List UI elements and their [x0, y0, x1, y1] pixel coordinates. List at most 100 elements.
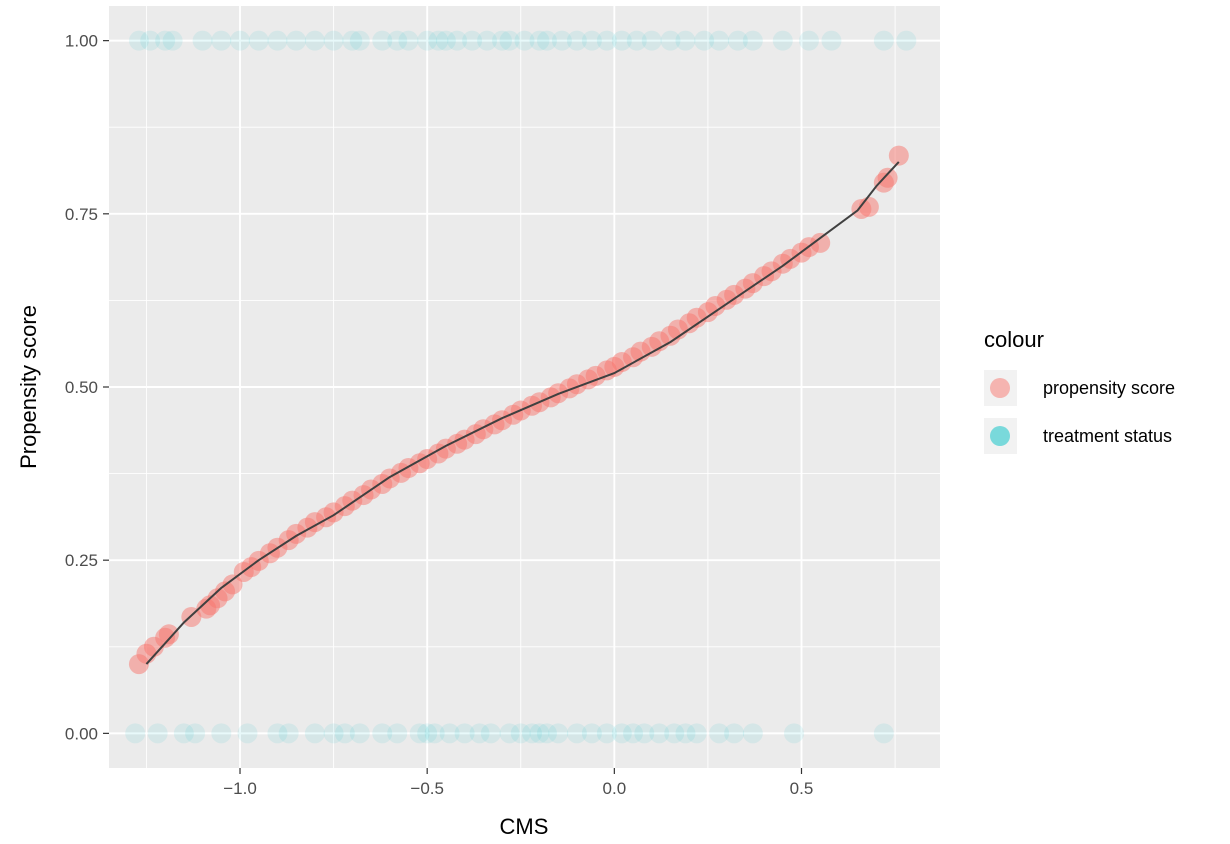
propensity-score-point [888, 145, 909, 166]
treatment-status-point [551, 30, 572, 51]
treatment-status-point [248, 30, 269, 51]
treatment-status-point [499, 30, 520, 51]
treatment-status-point [439, 723, 460, 744]
treatment-status-point [623, 723, 644, 744]
treatment-status-point [409, 723, 430, 744]
treatment-status-point [742, 723, 763, 744]
treatment-status-point [784, 723, 805, 744]
treatment-status-point [398, 30, 419, 51]
treatment-status-point [694, 30, 715, 51]
propensity-score-point [877, 167, 898, 188]
treatment-status-point [230, 30, 251, 51]
treatment-status-point [128, 30, 149, 51]
treatment-status-point [267, 30, 288, 51]
treatment-status-point [477, 30, 498, 51]
treatment-status-point [896, 30, 917, 51]
treatment-status-point [286, 30, 307, 51]
treatment-status-point [548, 723, 569, 744]
treatment-status-point [611, 723, 632, 744]
treatment-status-point [147, 723, 168, 744]
treatment-status-point [727, 30, 748, 51]
treatment-status-point [798, 30, 819, 51]
treatment-status-point [372, 723, 393, 744]
treatment-status-point [417, 30, 438, 51]
treatment-status-point [211, 30, 232, 51]
x-tick-label: −0.5 [410, 779, 444, 798]
treatment-status-point [237, 723, 258, 744]
y-axis-ticks: 0.00 0.25 0.50 0.75 1.00 [65, 32, 109, 743]
y-tick-label: 0.25 [65, 551, 98, 570]
treatment-status-point [649, 723, 670, 744]
legend: colour propensity score treatment status [984, 327, 1175, 454]
treatment-status-point [424, 723, 445, 744]
treatment-status-point [514, 30, 535, 51]
treatment-status-point [521, 723, 542, 744]
treatment-status-point [675, 30, 696, 51]
treatment-status-point [342, 30, 363, 51]
treatment-status-point [162, 30, 183, 51]
treatment-status-point [349, 723, 370, 744]
treatment-status-point [529, 30, 550, 51]
treatment-status-point [428, 30, 449, 51]
treatment-status-point [323, 723, 344, 744]
x-axis-title: CMS [500, 814, 549, 839]
x-tick-label: 0.0 [603, 779, 627, 798]
treatment-status-point [596, 723, 617, 744]
smooth-line [145, 161, 900, 665]
treatment-status-point [686, 723, 707, 744]
treatment-status-point [634, 723, 655, 744]
treatment-status-point [581, 723, 602, 744]
y-tick-label: 0.75 [65, 205, 98, 224]
treatment-status-point [510, 723, 531, 744]
legend-label-treatment-status: treatment status [1043, 426, 1172, 446]
treatment-status-point [192, 30, 213, 51]
treatment-status-point [304, 723, 325, 744]
treatment-status-point [536, 30, 557, 51]
major-gridlines [109, 6, 940, 768]
treatment-status-point [304, 30, 325, 51]
treatment-status-point [596, 30, 617, 51]
treatment-status-point [709, 723, 730, 744]
treatment-status-point [742, 30, 763, 51]
treatment-status-point [626, 30, 647, 51]
treatment-status-point [873, 30, 894, 51]
x-axis-ticks: −1.0 −0.5 0.0 0.5 [223, 768, 813, 798]
legend-title: colour [984, 327, 1044, 352]
treatment-status-point [323, 30, 344, 51]
legend-label-propensity-score: propensity score [1043, 378, 1175, 398]
y-tick-label: 0.50 [65, 378, 98, 397]
treatment-status-point [372, 30, 393, 51]
propensity-score-point [810, 232, 831, 253]
y-tick-label: 0.00 [65, 724, 98, 743]
y-axis-title: Propensity score [16, 305, 41, 469]
x-tick-label: 0.5 [790, 779, 814, 798]
treatment-status-point [278, 723, 299, 744]
smooth-curve [145, 161, 900, 665]
treatment-status-point [664, 723, 685, 744]
treatment-status-point [772, 30, 793, 51]
treatment-status-point [873, 723, 894, 744]
treatment-status-point [821, 30, 842, 51]
treatment-status-point [529, 723, 550, 744]
treatment-status-point [536, 723, 557, 744]
treatment-status-point [709, 30, 730, 51]
treatment-status-point [185, 723, 206, 744]
treatment-status-point [387, 30, 408, 51]
treatment-status-point [334, 723, 355, 744]
treatment-status-point [462, 30, 483, 51]
treatment-status-point [675, 723, 696, 744]
propensity-score-point [858, 196, 879, 217]
legend-key-treatment-status [990, 426, 1010, 446]
legend-key-propensity-score [990, 378, 1010, 398]
treatment-status-point [724, 723, 745, 744]
treatment-status-point [435, 30, 456, 51]
treatment-status-point [454, 723, 475, 744]
treatment-status-point [660, 30, 681, 51]
treatment-status-point [611, 30, 632, 51]
treatment-status-point [566, 30, 587, 51]
treatment-status-point [447, 30, 468, 51]
treatment-status-point [349, 30, 370, 51]
treatment-status-point [140, 30, 161, 51]
treatment-status-point [267, 723, 288, 744]
